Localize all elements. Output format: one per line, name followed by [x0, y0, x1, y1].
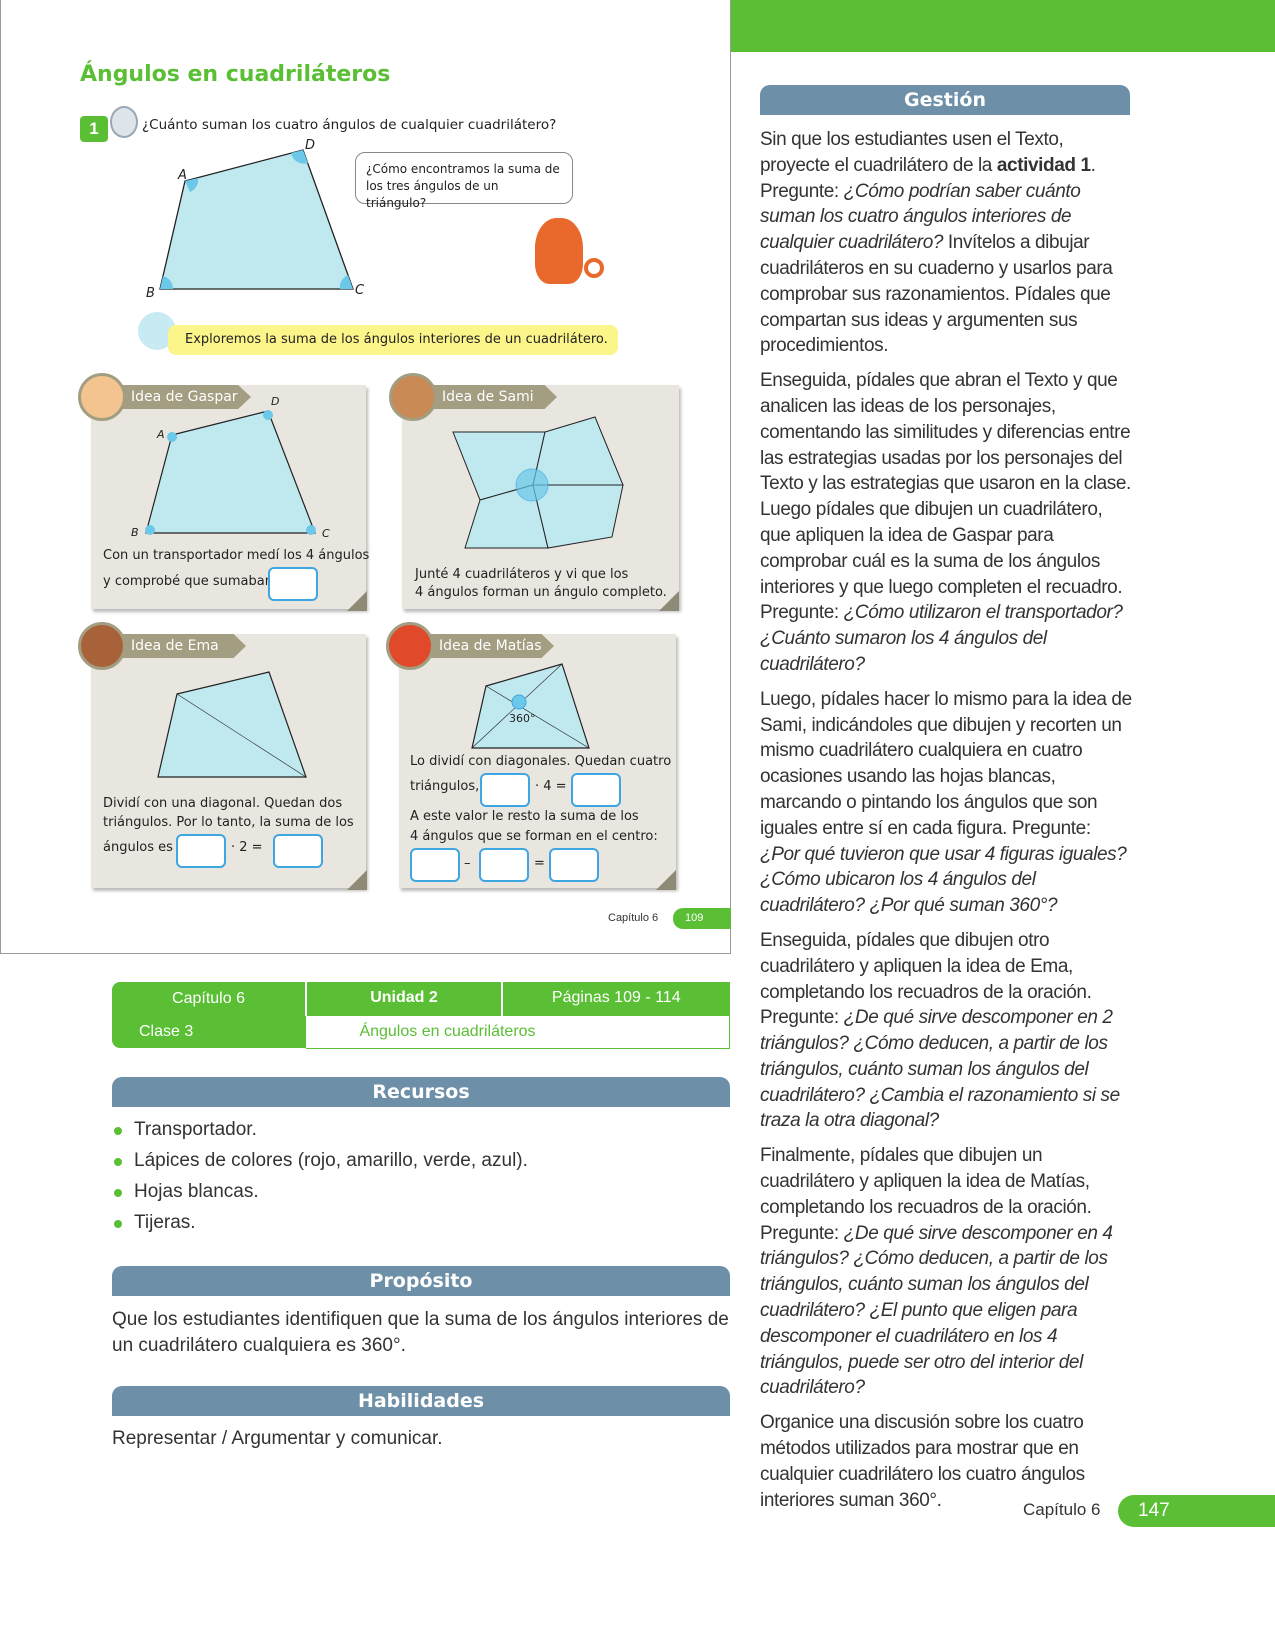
info-table: Capítulo 6 Unidad 2 Páginas 109 - 114 Cl… [112, 982, 730, 1049]
matias-answer-box-5[interactable] [549, 848, 599, 882]
gaspar-text-1: Con un transportador medí los 4 ángulos [103, 548, 370, 563]
info-class-title: Ángulos en cuadriláteros [306, 1014, 730, 1049]
page-fold-icon [347, 591, 367, 611]
vertex-d: D [305, 138, 316, 153]
ema-text-2: triángulos. Por lo tanto, la suma de los [103, 815, 354, 830]
avatar-matias [386, 622, 434, 670]
student-footer-chapter: Capítulo 6 [608, 912, 659, 924]
recursos-list: Transportador. Lápices de colores (rojo,… [112, 1119, 730, 1243]
gestion-paragraph: Enseguida, pídales que abran el Texto y … [760, 368, 1135, 678]
question: ¿De qué sirve descomponer en 2 triángulo… [760, 1007, 1120, 1132]
matias-answer-box-4[interactable] [479, 848, 529, 882]
matias-text-1: Lo dividí con diagonales. Quedan cuatro [410, 754, 672, 769]
gestion-paragraph: Luego, pídales hacer lo mismo para la id… [760, 687, 1135, 919]
gestion-paragraph: Enseguida, pídales que dibujen otro cuad… [760, 928, 1135, 1134]
info-unit: Unidad 2 [306, 982, 503, 1015]
info-class: Clase 3 [112, 1015, 306, 1048]
info-pages: Páginas 109 - 114 [551, 989, 681, 1007]
gaspar-text-2: y comprobé que sumaban [103, 574, 273, 589]
gaspar-answer-box[interactable] [268, 567, 318, 601]
text: . Pregunte: [760, 154, 1096, 202]
explore-banner: Exploremos la suma de los ángulos interi… [168, 325, 618, 355]
vertex-c: C [355, 283, 365, 298]
matias-text-2: triángulos, [410, 779, 480, 794]
quadrilateral-abcd [159, 149, 354, 290]
ema-text-3: ángulos es [103, 840, 173, 855]
activity-ref: actividad 1 [996, 154, 1091, 176]
text: Enseguida, pídales que abran el Texto y … [760, 370, 1131, 624]
page-fold-icon [659, 591, 679, 611]
proposito-heading: Propósito [112, 1266, 730, 1296]
matias-text-3: A este valor le resto la suma de los [410, 809, 639, 824]
matias-answer-box-1[interactable] [480, 773, 530, 807]
vertex-a: A [178, 168, 187, 183]
matias-answer-box-2[interactable] [571, 773, 621, 807]
recursos-item: Tijeras. [112, 1212, 730, 1243]
text: Enseguida, pídales que dibujen otro cuad… [760, 929, 1092, 1029]
activity-question: ¿Cuánto suman los cuatro ángulos de cual… [142, 117, 557, 133]
text: Invítelos a dibujar cuadriláteros en su … [760, 232, 1113, 357]
avatar-sami [389, 373, 437, 421]
ema-answer-box-2[interactable] [273, 834, 323, 868]
group-icon [110, 106, 138, 138]
text: Sin que los estudiantes usen el Texto, p… [760, 129, 1064, 176]
gaspar-vertex-b: B [131, 526, 139, 539]
monkey-mascot-icon [535, 218, 583, 284]
matias-angle-label: 360° [509, 712, 536, 725]
text: Luego, pídales hacer lo mismo para la id… [760, 688, 1132, 839]
gestion-heading: Gestión [760, 85, 1130, 115]
four-quadrilaterals-tiling [452, 416, 624, 549]
monkey-tail-icon [584, 258, 604, 278]
matias-text-4: 4 ángulos que se forman en el centro: [410, 829, 658, 844]
recursos-item: Transportador. [112, 1119, 730, 1150]
top-green-band [731, 0, 1275, 52]
gestion-paragraph: Finalmente, pídales que dibujen un cuadr… [760, 1143, 1135, 1401]
activity-number: 1 [80, 116, 108, 142]
gaspar-vertex-d: D [271, 395, 280, 408]
gaspar-vertex-a: A [157, 428, 165, 441]
question: ¿De qué sirve descomponer en 4 triángulo… [760, 1222, 1113, 1399]
info-chapter: Capítulo 6 [112, 982, 307, 1015]
page-fold-icon [347, 870, 367, 890]
recursos-heading: Recursos [112, 1077, 730, 1107]
question: ¿Cómo podrían saber cuánto suman los cua… [760, 180, 1081, 254]
sami-text-1: Junté 4 cuadriláteros y vi que los [415, 567, 629, 582]
matias-equals: = [534, 856, 545, 871]
avatar-gaspar [78, 373, 126, 421]
proposito-text: Que los estudiantes identifiquen que la … [112, 1309, 729, 1356]
habilidades-heading: Habilidades [112, 1386, 730, 1416]
matias-minus: – [464, 856, 471, 871]
question: ¿Por qué tuvieron que usar 4 figuras igu… [760, 843, 1127, 917]
quadrilateral-ema-diagonal [157, 671, 307, 778]
gestion-text: Sin que los estudiantes usen el Texto, p… [760, 127, 1135, 1522]
ema-operator: · 2 = [231, 840, 263, 855]
gaspar-vertex-c: C [322, 527, 330, 540]
text: Finalmente, pídales que dibujen un cuadr… [760, 1145, 1092, 1244]
page-title: Ángulos en cuadriláteros [80, 62, 391, 87]
avatar-ema [78, 622, 126, 670]
quadrilateral-gaspar [145, 410, 316, 535]
matias-operator: · 4 = [535, 779, 567, 794]
quadrilateral-matias-diagonals [471, 663, 590, 749]
gestion-paragraph: Sin que los estudiantes usen el Texto, p… [760, 127, 1135, 359]
footer-chapter: Capítulo 6 [1023, 1500, 1101, 1519]
habilidades-text: Representar / Argumentar y comunicar. [112, 1428, 443, 1449]
footer-page-number: 147 [1118, 1495, 1275, 1527]
gestion-paragraph: Organice una discusión sobre los cuatro … [760, 1412, 1085, 1511]
recursos-item: Hojas blancas. [112, 1181, 730, 1212]
question: ¿Cómo utilizaron el transportador? ¿Cuán… [760, 602, 1123, 675]
vertex-b: B [146, 286, 155, 301]
ema-text-1: Dividí con una diagonal. Quedan dos [103, 796, 343, 811]
ema-answer-box-1[interactable] [176, 834, 226, 868]
recursos-item: Lápices de colores (rojo, amarillo, verd… [112, 1150, 730, 1181]
speech-bubble: ¿Cómo encontramos la suma de los tres án… [355, 152, 573, 210]
sami-text-2: 4 ángulos forman un ángulo completo. [415, 585, 667, 600]
page-fold-icon [656, 870, 676, 890]
matias-answer-box-3[interactable] [410, 848, 460, 882]
student-footer-page: 109 [673, 908, 731, 929]
